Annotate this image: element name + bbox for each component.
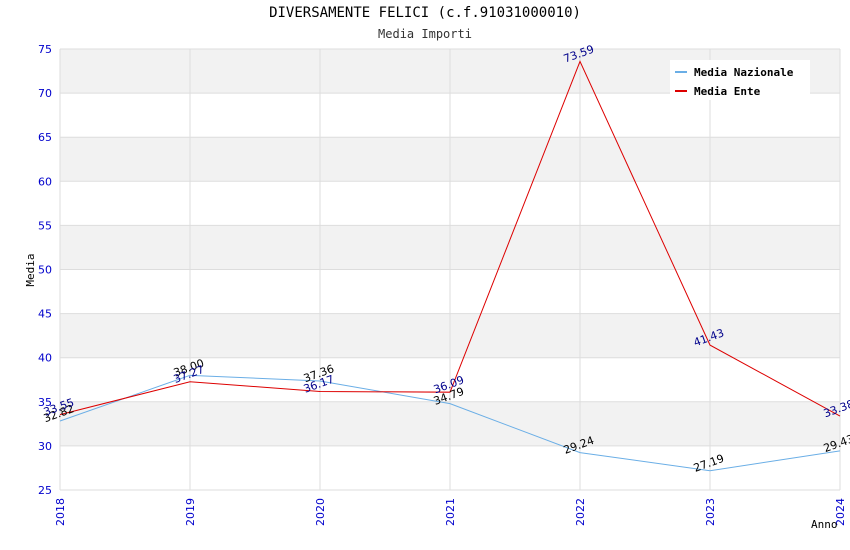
y-tick-label: 55 — [38, 219, 52, 232]
legend: Media Nazionale Media Ente — [670, 60, 810, 100]
x-axis-label: Anno — [811, 518, 838, 531]
series-lines — [59, 60, 841, 472]
legend-label: Media Nazionale — [694, 66, 794, 79]
y-tick-label: 35 — [38, 396, 52, 409]
x-tick-label: 2024 — [834, 498, 847, 526]
series-line — [59, 374, 841, 472]
x-tick-label: 2018 — [54, 498, 67, 526]
y-tick-label: 30 — [38, 440, 52, 453]
x-tick-label: 2019 — [184, 498, 197, 526]
series-line — [59, 60, 841, 417]
x-tick-label: 2022 — [574, 498, 587, 526]
y-tick-label: 40 — [38, 352, 52, 365]
y-tick-label: 75 — [38, 43, 52, 56]
gridlines — [59, 48, 841, 491]
y-tick-label: 25 — [38, 484, 52, 497]
y-tick-label: 60 — [38, 175, 52, 188]
legend-box — [670, 60, 810, 100]
y-axis-ticks: 25 30 35 40 45 50 55 60 65 70 75 — [38, 43, 52, 497]
x-tick-label: 2023 — [704, 498, 717, 526]
x-axis-ticks: 2018 2019 2020 2021 2022 2023 2024 — [54, 498, 847, 526]
chart-subtitle: Media Importi — [378, 27, 472, 41]
y-tick-label: 50 — [38, 264, 52, 277]
legend-label: Media Ente — [694, 85, 761, 98]
chart-title: DIVERSAMENTE FELICI (c.f.91031000010) — [269, 5, 581, 21]
y-tick-label: 45 — [38, 308, 52, 321]
y-tick-label: 70 — [38, 87, 52, 100]
x-tick-label: 2020 — [314, 498, 327, 526]
y-tick-label: 65 — [38, 131, 52, 144]
y-axis-label: Media — [24, 253, 37, 286]
x-tick-label: 2021 — [444, 498, 457, 526]
